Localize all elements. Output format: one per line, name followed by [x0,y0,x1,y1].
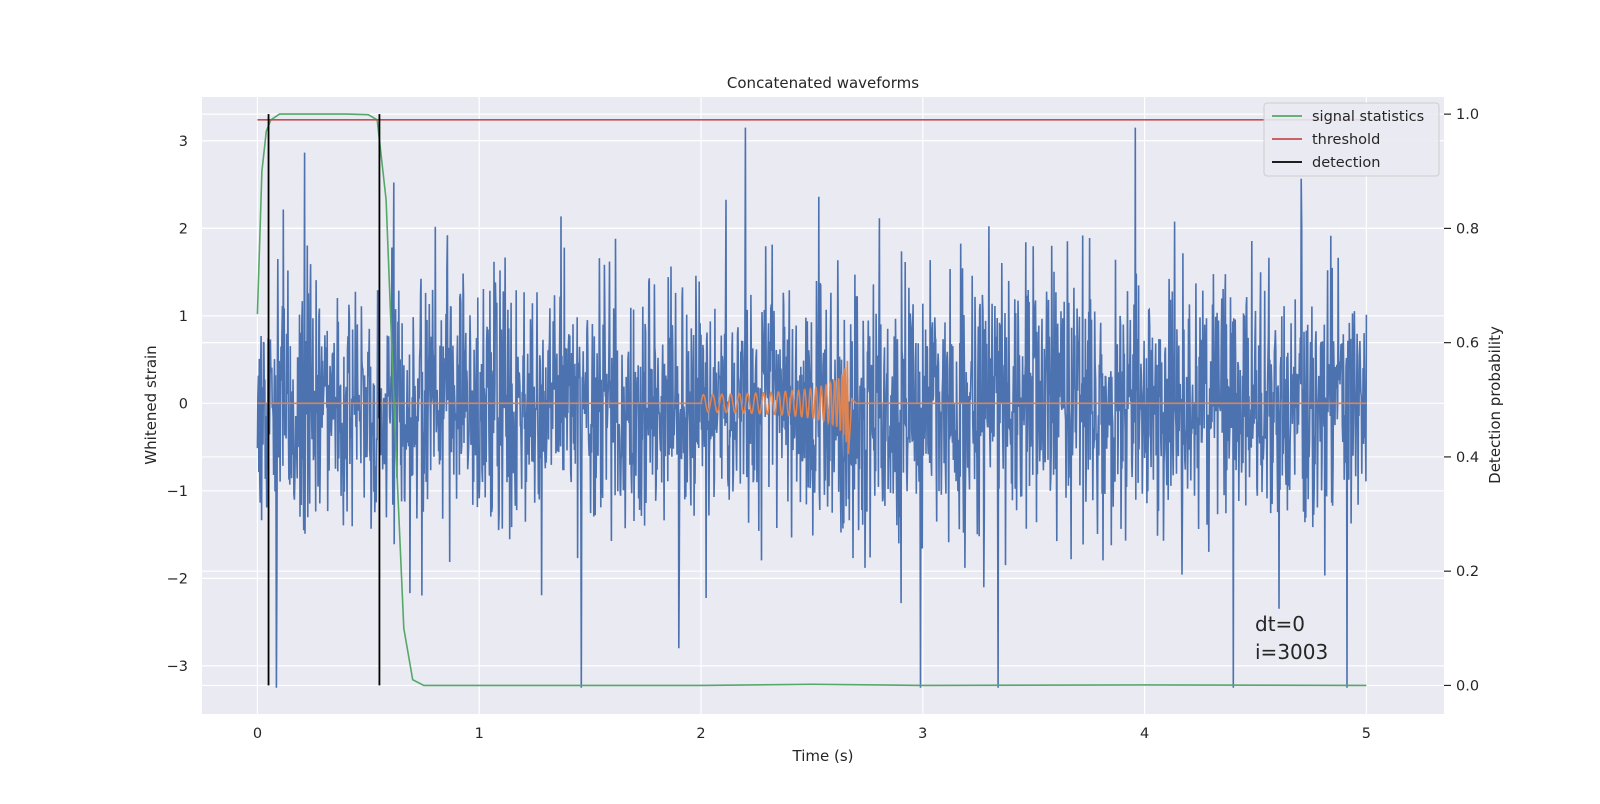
y2-tick-label: 0.6 [1456,336,1479,352]
series-strain-line [256,127,1368,688]
y2-tick-label: 0.0 [1456,678,1479,694]
y-tick-label: 2 [179,221,188,237]
legend-label-signal-statistics: signal statistics [1312,109,1424,125]
x-tick-label: 3 [918,726,927,742]
x-tick-label: 2 [696,726,705,742]
legend-label-threshold: threshold [1312,132,1380,148]
y2-tick-label: 0.4 [1456,450,1479,466]
series-injected-signal-line [257,360,1367,455]
chart-title: Concatenated waveforms [727,74,919,92]
x-tick-label: 4 [1140,726,1149,742]
y-tick-label: −3 [167,659,188,675]
series-signal-statistics-line [256,113,1367,687]
y-tick-label: 1 [179,309,188,325]
y2-tick-label: 0.8 [1456,221,1479,237]
y2-tick-label: 0.2 [1456,564,1479,580]
y-tick-label: −2 [167,571,188,587]
x-tick-label: 5 [1362,726,1371,742]
legend: signal statistics threshold detection [1263,102,1440,177]
y-tick-label: 3 [179,134,188,150]
annotation-i: i=3003 [1255,640,1328,664]
y-tick-label: −1 [167,484,188,500]
y2-axis-label: Detection probability [1486,326,1504,484]
x-tick-label: 1 [475,726,484,742]
y2-tick-label: 1.0 [1456,107,1479,123]
annotation-dt: dt=0 [1255,612,1305,636]
x-axis-label: Time (s) [792,747,854,765]
y-axis-label: Whitened strain [142,345,160,464]
marks [256,113,1368,688]
y-tick-label: 0 [179,396,188,412]
x-tick-label: 0 [253,726,262,742]
legend-box [1263,102,1440,177]
ticks: 0 1 2 3 4 5 −3 −2 −1 0 1 2 3 0.0 0.2 0.4 0.6 0.8 1.0 [167,107,1479,742]
legend-label-detection: detection [1312,155,1380,171]
